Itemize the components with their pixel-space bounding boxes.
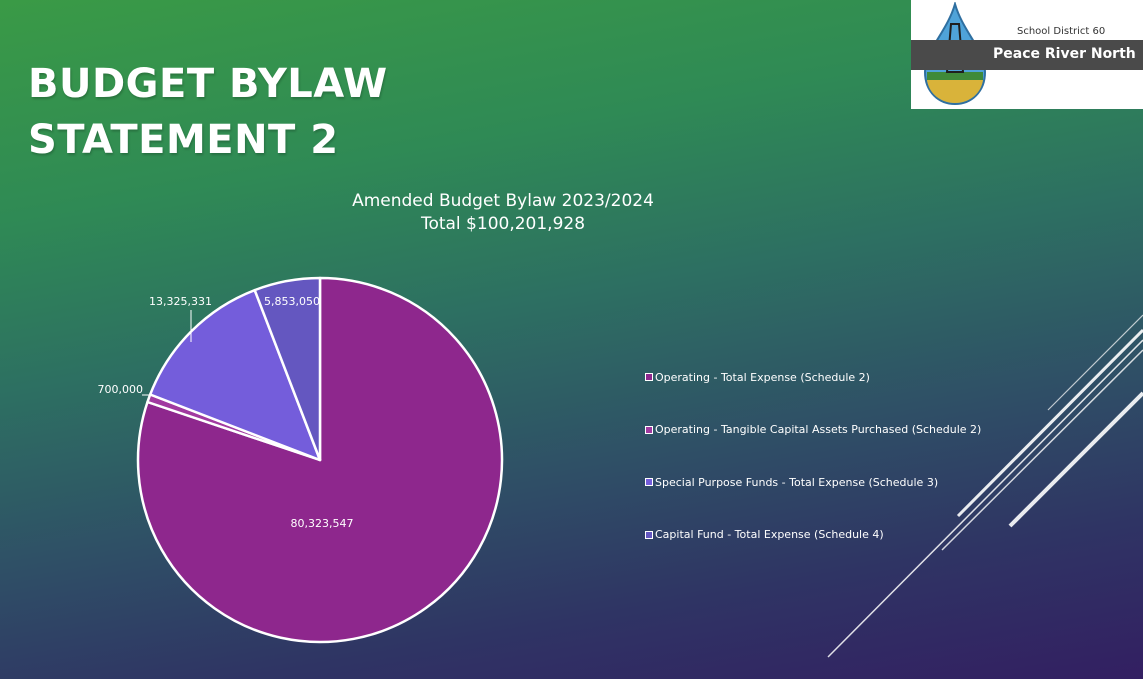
school-district-logo: School District 60 Peace River North	[911, 0, 1143, 109]
pie-slices	[136, 276, 504, 644]
legend-item: Operating - Tangible Capital Assets Purc…	[645, 417, 981, 443]
legend-label: Capital Fund - Total Expense (Schedule 4…	[655, 528, 884, 541]
data-label: 700,000	[98, 383, 144, 396]
legend-label: Operating - Total Expense (Schedule 2)	[655, 370, 870, 384]
legend-item: Capital Fund - Total Expense (Schedule 4…	[645, 522, 981, 548]
legend-swatch-icon	[645, 478, 653, 486]
chart-title: Amended Budget Bylaw 2023/2024	[352, 191, 654, 211]
slide-title: BUDGET BYLAW STATEMENT 2	[28, 56, 388, 168]
slide-title-line-2: STATEMENT 2	[28, 117, 339, 163]
legend-item: Operating - Total Expense (Schedule 2)	[645, 364, 981, 390]
chart-legend: Operating - Total Expense (Schedule 2) O…	[645, 364, 981, 574]
data-label: 5,853,050	[264, 295, 320, 308]
slide-title-line-1: BUDGET BYLAW	[28, 61, 388, 107]
decorative-lines	[827, 314, 1143, 658]
legend-swatch-icon	[645, 373, 653, 381]
legend-label: Special Purpose Funds - Total Expense (S…	[655, 475, 939, 489]
pie-labels: 80,323,547 700,000 13,325,331 5,853,050	[98, 295, 354, 530]
chart-subtitle: Total $100,201,928	[420, 214, 585, 234]
data-label: 13,325,331	[149, 295, 212, 308]
legend-item: Special Purpose Funds - Total Expense (S…	[645, 469, 981, 495]
logo-subtitle: School District 60	[1017, 26, 1106, 37]
data-label: 80,323,547	[291, 517, 354, 530]
legend-label: Operating - Tangible Capital Assets Purc…	[655, 423, 982, 436]
logo-name: Peace River North	[993, 46, 1136, 62]
legend-swatch-icon	[645, 425, 653, 434]
pie-slice	[253, 276, 322, 462]
legend-swatch-icon	[645, 530, 653, 539]
logo-band	[911, 40, 1143, 70]
